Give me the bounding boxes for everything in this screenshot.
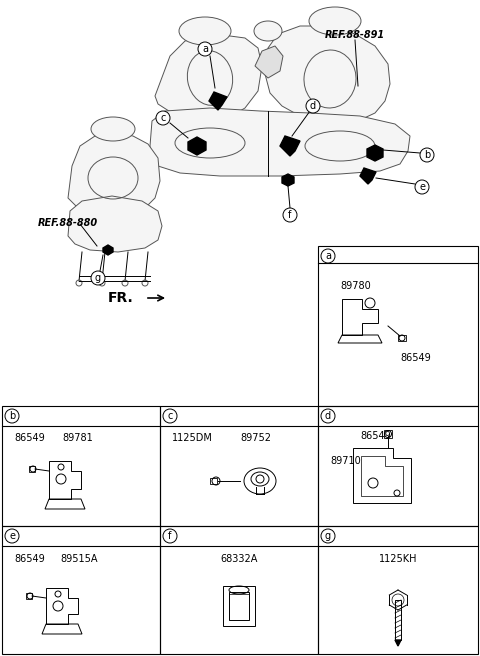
Polygon shape (280, 136, 300, 156)
Circle shape (198, 42, 212, 56)
Polygon shape (103, 245, 113, 255)
Circle shape (306, 99, 320, 113)
Text: e: e (9, 531, 15, 541)
Text: 68332A: 68332A (220, 554, 258, 564)
Text: f: f (168, 531, 172, 541)
Text: d: d (310, 101, 316, 111)
Text: 89515A: 89515A (60, 554, 97, 564)
Circle shape (283, 208, 297, 222)
Bar (318, 526, 478, 654)
Text: 89781: 89781 (62, 433, 93, 443)
Text: c: c (168, 411, 173, 421)
Polygon shape (188, 137, 206, 155)
Bar (318, 406, 478, 526)
Circle shape (5, 409, 19, 423)
Bar (398, 335, 406, 341)
Polygon shape (360, 168, 376, 184)
Polygon shape (395, 640, 401, 646)
Text: 86549: 86549 (14, 433, 45, 443)
Text: a: a (325, 251, 331, 261)
Text: 89752: 89752 (240, 433, 271, 443)
Text: b: b (9, 411, 15, 421)
Text: a: a (202, 44, 208, 54)
Text: e: e (419, 182, 425, 192)
Ellipse shape (254, 21, 282, 41)
Text: d: d (325, 411, 331, 421)
Bar (29, 466, 35, 472)
Text: f: f (288, 210, 292, 220)
Text: REF.88-880: REF.88-880 (38, 218, 98, 228)
Polygon shape (255, 46, 283, 78)
Polygon shape (209, 92, 227, 110)
Text: 86549: 86549 (360, 431, 391, 441)
Circle shape (163, 529, 177, 543)
Circle shape (156, 111, 170, 125)
Circle shape (91, 271, 105, 285)
Bar (223, 586, 255, 626)
Bar (26, 593, 32, 599)
Circle shape (321, 249, 335, 263)
Bar (210, 478, 217, 484)
Ellipse shape (309, 7, 361, 35)
Bar (318, 246, 478, 406)
Polygon shape (155, 34, 262, 121)
Bar (160, 406, 318, 526)
Text: 86549: 86549 (400, 353, 431, 363)
Polygon shape (367, 145, 383, 161)
Circle shape (415, 180, 429, 194)
Circle shape (321, 529, 335, 543)
Bar (229, 592, 249, 620)
Text: c: c (160, 113, 166, 123)
Text: g: g (325, 531, 331, 541)
Text: 89780: 89780 (340, 281, 371, 291)
Polygon shape (150, 108, 410, 176)
Text: g: g (95, 273, 101, 283)
Circle shape (321, 409, 335, 423)
Text: 1125KH: 1125KH (379, 554, 417, 564)
Text: FR.: FR. (108, 291, 134, 305)
Ellipse shape (179, 17, 231, 45)
Text: 1125DM: 1125DM (172, 433, 213, 443)
Bar (160, 526, 318, 654)
Bar (384, 430, 392, 438)
Text: 86549: 86549 (14, 554, 45, 564)
Ellipse shape (91, 117, 135, 141)
Text: 89710: 89710 (330, 456, 361, 466)
Polygon shape (282, 174, 294, 186)
Polygon shape (68, 196, 162, 252)
Polygon shape (265, 26, 390, 123)
Bar (395, 600, 401, 640)
Bar (2, 526, 160, 654)
Circle shape (420, 148, 434, 162)
Circle shape (5, 529, 19, 543)
Polygon shape (68, 133, 160, 216)
Text: REF.88-891: REF.88-891 (325, 30, 385, 40)
Text: b: b (424, 150, 430, 160)
Circle shape (163, 409, 177, 423)
Bar (2, 406, 160, 526)
